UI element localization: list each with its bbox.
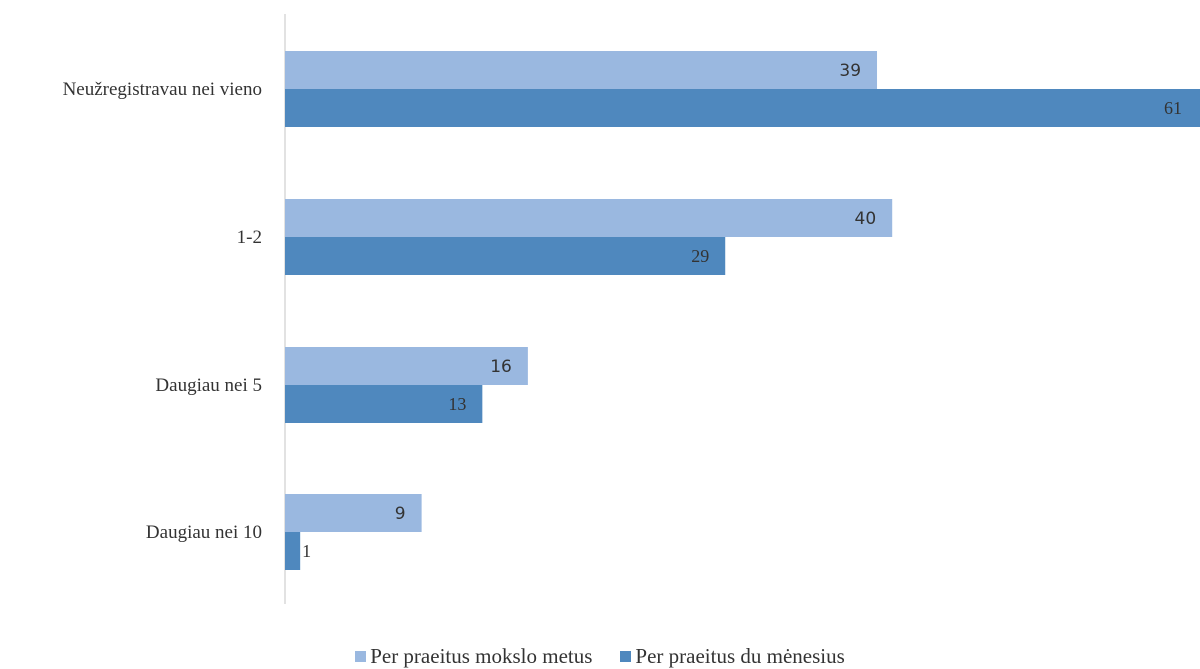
category-label: 1-2	[237, 227, 262, 248]
bar-series-2	[285, 89, 1200, 127]
bar-series-1	[285, 494, 422, 532]
data-label-series-2: 29	[691, 246, 709, 266]
category-label: Daugiau nei 10	[146, 522, 262, 543]
data-label-series-1: 39	[839, 61, 861, 81]
data-label-series-1: 16	[490, 357, 512, 377]
legend-swatch-series-1	[355, 651, 367, 662]
data-label-series-2: 13	[448, 394, 466, 414]
legend-item-series-1: Per praeitus mokslo metus	[355, 644, 592, 669]
data-label-series-2: 1	[302, 541, 311, 561]
category-label: Neužregistravau nei vieno	[63, 79, 262, 100]
legend-label-series-2: Per praeitus du mėnesius	[635, 644, 845, 668]
labels-group: Neužregistravau nei vieno 39 61 1-2 40 29 Daug…	[63, 61, 1182, 561]
data-label-series-1: 9	[395, 504, 406, 524]
bar-series-2	[285, 532, 301, 570]
bar-series-1	[285, 51, 878, 89]
bar-series-1	[285, 199, 893, 237]
bar-series-2	[285, 237, 726, 275]
bar-series-2	[285, 385, 483, 423]
data-label-series-2: 61	[1164, 98, 1182, 118]
legend-item-series-2: Per praeitus du mėnesius	[620, 644, 845, 669]
category-label: Daugiau nei 5	[155, 375, 262, 396]
legend: Per praeitus mokslo metus Per praeitus d…	[0, 644, 1200, 669]
legend-label-series-1: Per praeitus mokslo metus	[370, 644, 593, 668]
legend-swatch-series-2	[620, 651, 632, 662]
bars-group	[285, 51, 1200, 570]
data-label-series-1: 40	[855, 209, 877, 229]
bar-series-1	[285, 347, 528, 385]
